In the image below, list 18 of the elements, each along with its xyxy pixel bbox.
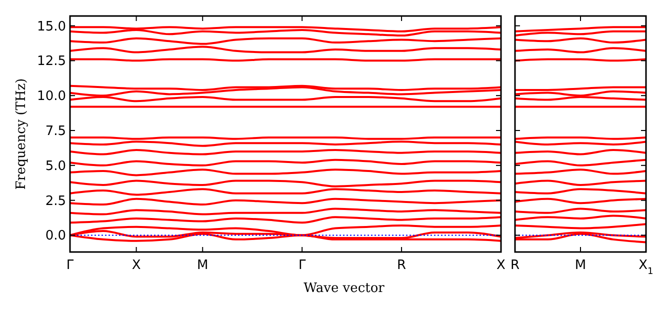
y-tick-label: 2.5 [45,194,66,209]
x-tick-label: Γ [298,258,306,273]
y-tick-label: 5.0 [45,158,66,174]
x-axis-title: Wave vector [304,281,386,296]
y-tick-label: 0.0 [45,228,66,244]
x-tick-label: R [397,258,406,273]
y-tick-label: 12.5 [37,54,66,70]
x-tick-label: R [510,258,520,273]
x-tick-label: M [197,258,208,273]
y-tick-label: 7.5 [45,124,66,140]
x-tick-label: X$_{1}$ [638,258,654,277]
x-tick-label: Γ [66,258,74,273]
y-tick-label: 15.0 [37,19,66,34]
x-tick-label: M [574,258,586,273]
y-axis-title: Frequency (THz) [14,78,29,190]
x-tick-label: X [132,258,141,273]
x-tick-label: X [496,258,506,273]
y-tick-label: 10.0 [37,89,66,104]
